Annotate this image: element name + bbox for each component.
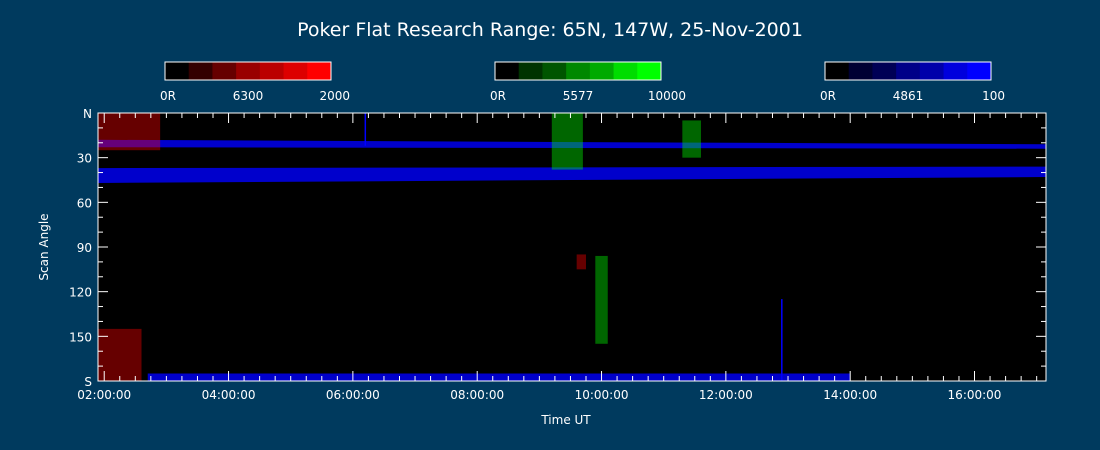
y-tick-label: 90 (77, 241, 92, 255)
colorbar-4861-cell (848, 62, 873, 80)
colorbar-6300-cell (259, 62, 285, 80)
colorbar-5577-cell (589, 62, 615, 80)
x-tick-label: 16:00:00 (948, 388, 1002, 402)
emission-patch-6300 (98, 113, 161, 151)
x-tick-label: 08:00:00 (450, 388, 504, 402)
y-tick-label: 30 (77, 152, 92, 166)
colorbar-6300-cell (165, 62, 190, 80)
x-tick-label: 04:00:00 (202, 388, 256, 402)
y-tick-label: 150 (69, 330, 92, 344)
colorbar-5577-cell (495, 62, 520, 80)
colorbar-4861-cell (943, 62, 968, 80)
x-axis: 02:00:00 04:00:00 06:00:00 08:00:00 10:00:00… (77, 113, 1038, 402)
colorbar-6300-min-label: 0R (160, 89, 176, 103)
colorbar-5577-frame (494, 61, 662, 81)
colorbar-6300-cell (236, 62, 261, 80)
colorbar-5577-cell (566, 62, 591, 80)
colorbar-4861-frame (824, 61, 992, 81)
colorbar-4861-cell (967, 62, 992, 80)
emission-band-4861 (98, 166, 1046, 183)
emission-features (98, 113, 1046, 381)
colorbar-6300-name: 6300 (233, 89, 264, 103)
plot-area (98, 113, 1046, 381)
chart-title: Poker Flat Research Range: 65N, 147W, 25… (297, 19, 803, 41)
colorbar-6300-cell (307, 62, 332, 80)
colorbar-5577-name: 5577 (563, 89, 594, 103)
colorbar-5577: 0R 5577 10000 (490, 61, 686, 103)
colorbar-6300-cell (188, 62, 213, 80)
colorbar-4861: 0R 4861 100 (820, 61, 1005, 103)
emission-patch-5577 (595, 255, 608, 344)
colorbar-6300: 0R 6300 2000 (160, 61, 350, 103)
x-tick-label: 10:00:00 (575, 388, 629, 402)
colorbar-4861-cell (872, 62, 897, 80)
x-tick-label: 12:00:00 (699, 388, 753, 402)
colorbar-4861-cell (919, 62, 945, 80)
colorbar-6300-cell (212, 62, 237, 80)
y-tick-label: N (83, 107, 92, 121)
emission-patch-6300 (576, 254, 586, 270)
colorbar-4861-min-label: 0R (820, 89, 836, 103)
colorbar-4861-cell (825, 62, 850, 80)
colorbar-5577-cell (637, 62, 662, 80)
x-tick-label: 02:00:00 (77, 388, 131, 402)
x-tick-label: 14:00:00 (823, 388, 877, 402)
colorbar-4861-cell (896, 62, 921, 80)
x-tick-label: 06:00:00 (326, 388, 380, 402)
emission-patch-5577 (682, 120, 701, 158)
colorbar-5577-cell (613, 62, 638, 80)
colorbar-5577-max-label: 10000 (648, 89, 686, 103)
colorbar-6300-frame (164, 61, 332, 81)
emission-patch-5577 (551, 113, 583, 170)
emission-band-4861 (147, 373, 851, 381)
colorbar-6300-cell (283, 62, 308, 80)
x-axis-label: Time UT (540, 413, 591, 427)
colorbar-6300-max-label: 2000 (319, 89, 350, 103)
y-axis-label: Scan Angle (37, 213, 51, 280)
y-tick-label: 120 (69, 286, 92, 300)
y-tick-label: S (84, 375, 92, 389)
colorbar-5577-min-label: 0R (490, 89, 506, 103)
y-tick-label: 60 (77, 196, 92, 210)
emission-patch-6300 (98, 328, 142, 381)
colorbar-5577-cell (542, 62, 567, 80)
colorbar-5577-cell (518, 62, 543, 80)
y-axis: N 30 60 90 120 150 S (69, 107, 1046, 389)
colorbar-4861-name: 4861 (893, 89, 924, 103)
colorbar-4861-max-label: 100 (982, 89, 1005, 103)
emission-band-4861 (98, 139, 1046, 149)
